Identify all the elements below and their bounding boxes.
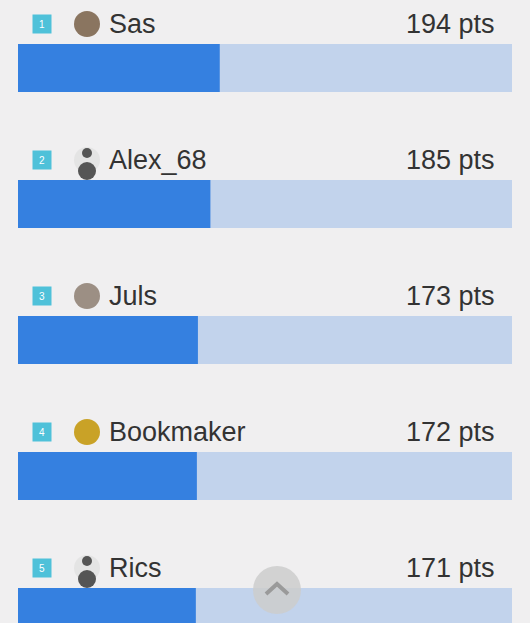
svg-text:173 pts: 173 pts xyxy=(406,281,495,311)
svg-text:172 pts: 172 pts xyxy=(406,417,495,447)
svg-text:Bookmaker: Bookmaker xyxy=(109,417,246,447)
svg-text:194 pts: 194 pts xyxy=(406,9,495,39)
svg-text:Juls: Juls xyxy=(109,281,157,311)
svg-text:2: 2 xyxy=(39,155,45,166)
svg-text:185 pts: 185 pts xyxy=(406,145,495,175)
svg-text:1: 1 xyxy=(39,19,45,30)
svg-text:5: 5 xyxy=(39,563,45,574)
svg-text:3: 3 xyxy=(39,291,45,302)
svg-text:Rics: Rics xyxy=(109,553,162,583)
svg-text:Alex_68: Alex_68 xyxy=(109,145,207,175)
svg-text:4: 4 xyxy=(39,427,45,438)
svg-text:Sas: Sas xyxy=(109,9,156,39)
svg-text:171 pts: 171 pts xyxy=(406,553,495,583)
